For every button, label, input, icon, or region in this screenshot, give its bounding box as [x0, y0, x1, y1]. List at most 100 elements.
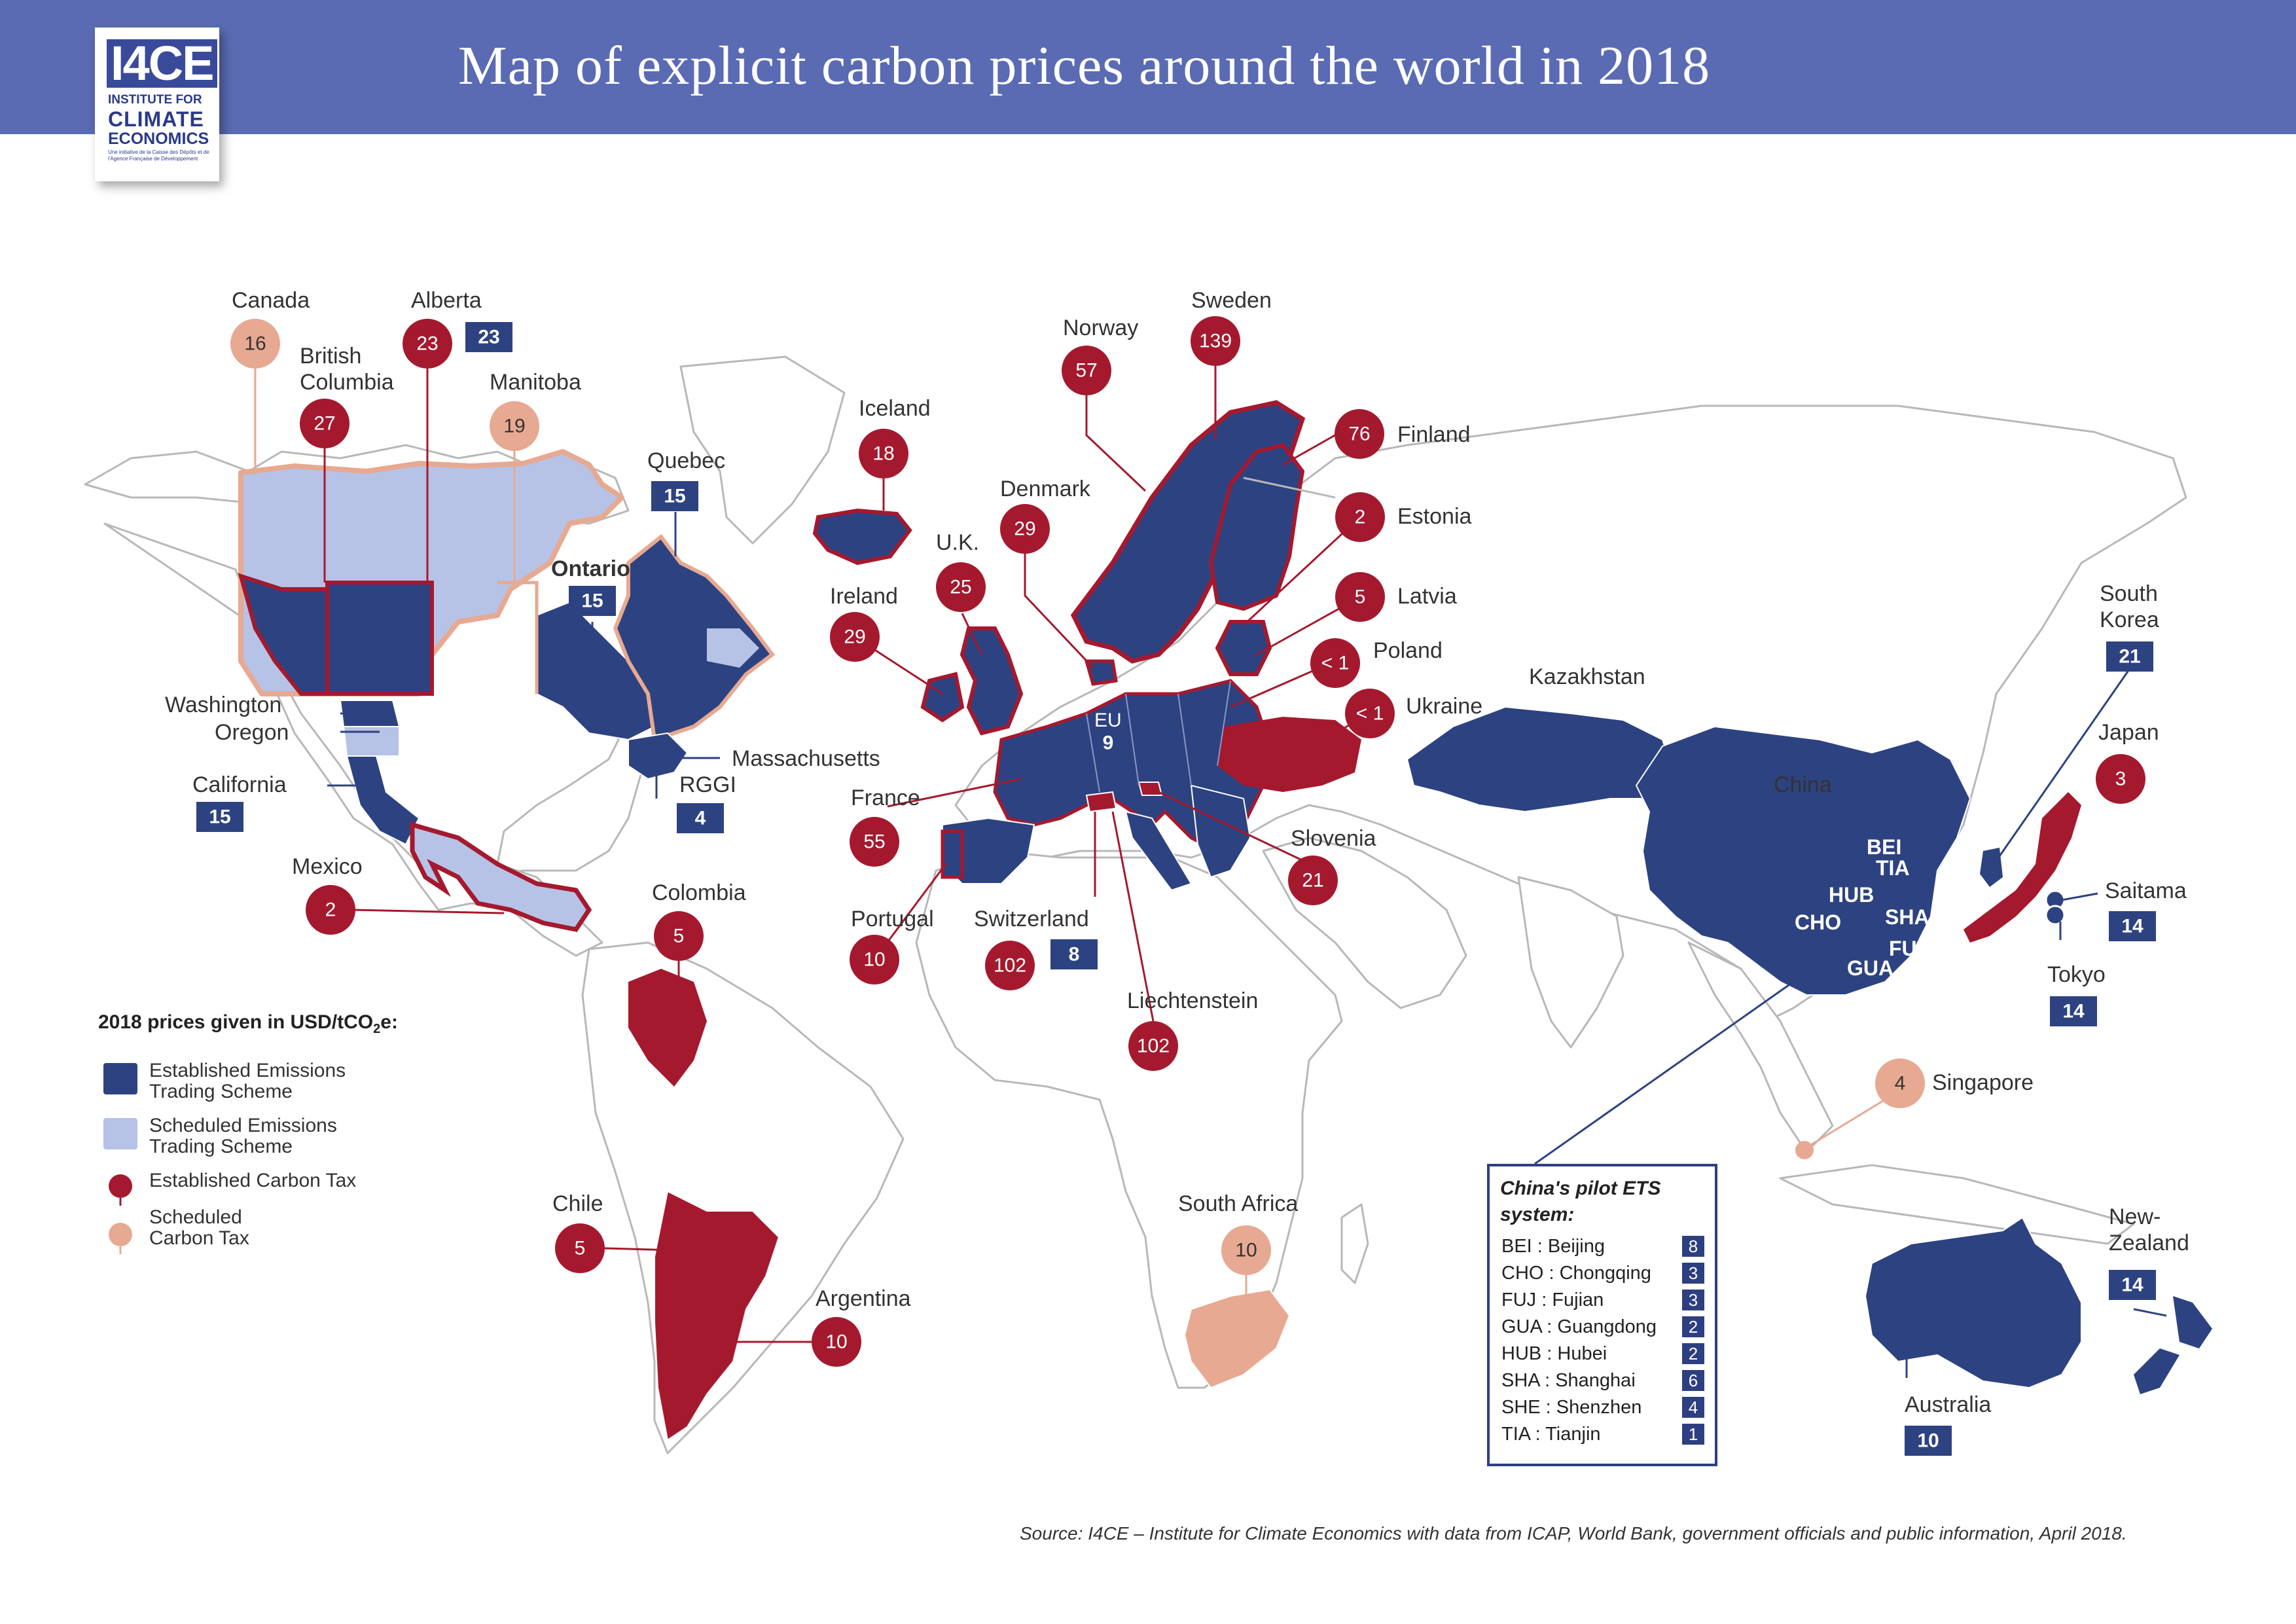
price-japan: 3 — [2096, 754, 2145, 804]
logo-line-3: ECONOMICS — [108, 130, 209, 148]
svg-text:5: 5 — [1355, 586, 1366, 608]
label-portugal: Portugal — [851, 907, 934, 931]
ets-row-value: 8 — [1682, 1236, 1704, 1257]
label-kazakhstan: Kazakhstan — [1529, 664, 1645, 689]
ets-row-name: GUA : Guangdong — [1501, 1316, 1657, 1337]
price-uk: 25 — [936, 562, 986, 612]
iceland-area — [812, 508, 912, 566]
price-switzerland-tax: 102 — [985, 941, 1035, 990]
price-quebec: 15 — [651, 481, 698, 511]
label-eu: EU — [1094, 710, 1122, 731]
japan-area — [1964, 792, 2081, 943]
finland-leader-grey — [1243, 477, 1336, 499]
label-massachusetts: Massachusetts — [732, 746, 880, 771]
norway-leader — [1085, 391, 1147, 492]
ets-row: TIA : Tianjin 1 — [1501, 1421, 1704, 1447]
mexico-area — [410, 821, 592, 932]
ukraine-area — [1217, 717, 1361, 792]
svg-text:< 1: < 1 — [1356, 703, 1384, 725]
svg-text:10: 10 — [1917, 1430, 1939, 1452]
price-finland: 76 — [1335, 409, 1384, 459]
label-liechtenstein: Liechtenstein — [1127, 988, 1258, 1013]
svg-text:2: 2 — [1355, 507, 1366, 528]
ets-row-value: 3 — [1682, 1290, 1704, 1310]
south-korea-leader — [1994, 669, 2130, 863]
logo-line-1: INSTITUTE FOR — [108, 93, 202, 107]
ets-row-value: 6 — [1682, 1370, 1704, 1391]
i4ce-logo: I4CE INSTITUTE FOR CLIMATE ECONOMICS Une… — [95, 27, 219, 181]
scheduled-ets-swatch — [103, 1118, 137, 1149]
price-singapore: 4 — [1875, 1058, 1925, 1108]
uk-area — [960, 626, 1024, 736]
label-finland: Finland — [1397, 422, 1471, 447]
india-land — [1517, 876, 1624, 1049]
price-california: 15 — [196, 802, 243, 832]
label-uk: U.K. — [936, 530, 979, 555]
svg-text:21: 21 — [1302, 870, 1323, 892]
new-zealand-leader — [2133, 1308, 2167, 1317]
ontario-leader — [556, 622, 594, 633]
label-mexico: Mexico — [292, 854, 363, 879]
ets-row: CHO : Chongqing 3 — [1501, 1260, 1704, 1286]
place-labels: Canada Alberta British Columbia Manitoba… — [165, 288, 2189, 1417]
price-slovenia: 21 — [1288, 856, 1338, 905]
ets-row: BEI : Beijing 8 — [1501, 1233, 1704, 1259]
price-france: 55 — [850, 817, 899, 867]
china-code-cho: CHO — [1795, 911, 1841, 934]
ets-row-name: FUJ : Fujian — [1501, 1290, 1604, 1310]
price-colombia: 5 — [654, 911, 704, 961]
china-code-sha: SHA — [1885, 905, 1929, 929]
slovenia-area — [1138, 782, 1163, 796]
svg-text:10: 10 — [1235, 1240, 1257, 1261]
europe-inner-borders — [1086, 680, 1231, 793]
ets-row: GUA : Guangdong 2 — [1501, 1314, 1704, 1340]
svg-text:9: 9 — [1103, 732, 1114, 754]
svg-text:23: 23 — [416, 333, 438, 355]
svg-text:10: 10 — [825, 1331, 847, 1353]
label-poland: Poland — [1373, 638, 1443, 663]
ets-row-name: SHA : Shanghai — [1501, 1370, 1636, 1391]
label-latvia: Latvia — [1397, 584, 1457, 609]
price-sweden: 139 — [1191, 316, 1240, 366]
south-africa-area — [1183, 1288, 1291, 1389]
price-argentina: 10 — [812, 1317, 861, 1367]
legend-item-scheduled-tax: Scheduled Carbon Tax — [98, 1207, 465, 1262]
price-saitama: 14 — [2109, 911, 2156, 941]
finland-leader — [1282, 433, 1338, 466]
label-british-columbia-2: Columbia — [300, 370, 394, 395]
ets-row-name: TIA : Tianjin — [1501, 1424, 1601, 1445]
label-ontario: Ontario — [551, 556, 630, 581]
label-new-zealand-1: New- — [2109, 1204, 2161, 1229]
price-new-zealand: 14 — [2109, 1270, 2156, 1300]
price-iceland: 18 — [859, 429, 908, 478]
ets-row-value: 2 — [1682, 1316, 1704, 1337]
svg-text:3: 3 — [2115, 768, 2126, 790]
china-pilot-ets-box: China's pilot ETS system: BEI : Beijing 8… — [1487, 1164, 1717, 1466]
logo-line-2: CLIMATE — [108, 107, 204, 131]
label-alberta: Alberta — [411, 288, 482, 313]
svg-text:14: 14 — [2121, 1274, 2144, 1296]
label-washington: Washington — [165, 693, 281, 717]
ets-row-value: 1 — [1682, 1424, 1704, 1445]
china-code-hub: HUB — [1829, 883, 1874, 907]
label-slovenia: Slovenia — [1291, 826, 1376, 851]
madagascar-land — [1340, 1203, 1369, 1284]
legend-label: Established Emissions — [149, 1060, 346, 1081]
canada-scheduled-border — [497, 581, 539, 694]
svg-text:29: 29 — [844, 626, 865, 648]
ets-row-value: 2 — [1682, 1343, 1704, 1364]
south-korea-area — [1980, 848, 2003, 887]
label-south-korea-1: South — [2100, 581, 2158, 606]
price-eu: 9 — [1103, 732, 1114, 754]
saitama-leader — [2061, 892, 2098, 901]
price-switzerland-ets: 8 — [1050, 939, 1098, 969]
price-alberta-ets: 23 — [465, 322, 512, 352]
logo-tagline: Une initiative de la Caisse des Dépôts e… — [108, 149, 209, 162]
svg-text:15: 15 — [664, 486, 685, 507]
svg-text:25: 25 — [950, 577, 971, 598]
price-poland: < 1 — [1310, 638, 1360, 688]
svg-text:29: 29 — [1014, 518, 1035, 540]
label-switzerland: Switzerland — [974, 907, 1089, 931]
tokyo-marker — [2045, 905, 2066, 926]
svg-text:14: 14 — [2062, 1001, 2085, 1022]
